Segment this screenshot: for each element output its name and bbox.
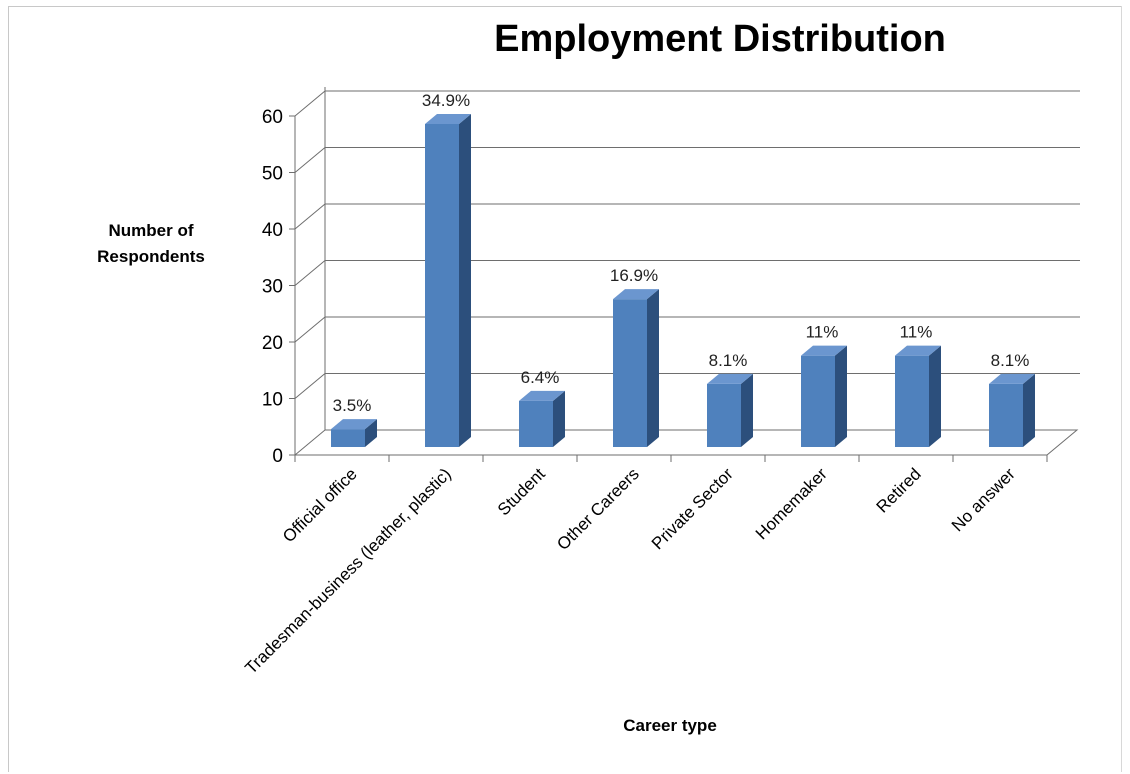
bar-side bbox=[1023, 373, 1035, 447]
bar bbox=[707, 373, 753, 447]
bar-side bbox=[835, 345, 847, 447]
bar bbox=[895, 345, 941, 447]
gridline bbox=[294, 203, 1080, 230]
bar-top bbox=[331, 419, 377, 430]
bar bbox=[425, 114, 471, 447]
data-labels: 3.5% 34.9% 6.4% 16.9% 8.1% 11% 11% 8.1% bbox=[333, 91, 1030, 415]
bar-front bbox=[895, 355, 929, 447]
gridlines bbox=[294, 90, 1080, 399]
chart-floor bbox=[293, 429, 1079, 456]
y-tick-label: 40 bbox=[262, 220, 283, 241]
bar bbox=[519, 390, 565, 447]
data-label: 11% bbox=[900, 323, 933, 342]
bar-front bbox=[519, 400, 553, 447]
bar bbox=[613, 289, 659, 447]
bar-top bbox=[613, 289, 659, 300]
x-tick-label: Tradesman-business (leather, plastic) bbox=[241, 464, 454, 677]
y-tick-label: 20 bbox=[262, 333, 283, 354]
data-label: 3.5% bbox=[333, 396, 372, 415]
chart-title: Employment Distribution bbox=[494, 18, 946, 60]
bar bbox=[989, 373, 1035, 447]
bar-side bbox=[741, 373, 753, 447]
y-tick-label: 0 bbox=[272, 446, 283, 467]
bar-top bbox=[989, 373, 1035, 384]
y-axis-title: Number of Respondents bbox=[97, 221, 205, 266]
bar-side bbox=[365, 419, 377, 447]
gridline bbox=[294, 373, 1080, 399]
bar-top bbox=[895, 345, 941, 356]
data-label: 11% bbox=[806, 323, 839, 342]
bar-top bbox=[801, 345, 847, 356]
bar-side bbox=[647, 289, 659, 447]
x-tick-label: Other Careers bbox=[553, 464, 643, 554]
bar-side bbox=[929, 345, 941, 447]
bar-front bbox=[331, 429, 365, 447]
bar bbox=[331, 419, 377, 447]
data-label: 8.1% bbox=[991, 351, 1030, 370]
x-tick-label: Student bbox=[494, 464, 549, 519]
gridline bbox=[294, 260, 1080, 286]
x-tick-label: Official office bbox=[279, 464, 361, 546]
bar-front bbox=[425, 124, 459, 447]
y-tick-label: 50 bbox=[262, 164, 283, 185]
x-tick-label: Homemaker bbox=[752, 464, 831, 543]
x-axis-title: Career type bbox=[623, 716, 717, 735]
bar-top bbox=[519, 390, 565, 401]
gridline bbox=[294, 316, 1080, 343]
frame-border-left bbox=[8, 6, 9, 772]
y-tick-label: 10 bbox=[262, 390, 283, 411]
data-label: 8.1% bbox=[709, 351, 748, 370]
chart-walls bbox=[293, 87, 1079, 456]
frame-border-right bbox=[1121, 6, 1122, 772]
bar-front bbox=[707, 383, 741, 447]
x-tick-label: Private Sector bbox=[648, 464, 737, 553]
gridline bbox=[294, 147, 1080, 173]
data-label: 6.4% bbox=[521, 368, 560, 387]
bar-top bbox=[707, 373, 753, 384]
bar-front bbox=[613, 299, 647, 447]
bar-front bbox=[801, 355, 835, 447]
y-tick-label: 60 bbox=[262, 107, 283, 128]
data-label: 34.9% bbox=[422, 91, 470, 110]
bar-side bbox=[553, 390, 565, 447]
frame-border-top bbox=[8, 6, 1122, 7]
bar-top bbox=[425, 114, 471, 124]
bar-front bbox=[989, 383, 1023, 447]
x-tick-label: Retired bbox=[873, 464, 925, 516]
y-tick-label: 30 bbox=[262, 277, 283, 298]
bar bbox=[801, 345, 847, 447]
bar-side bbox=[459, 114, 471, 447]
bars bbox=[331, 114, 1035, 447]
x-tick-label: No answer bbox=[948, 464, 1019, 535]
gridline bbox=[294, 90, 1080, 117]
data-label: 16.9% bbox=[610, 266, 658, 285]
y-axis-ticks: 0 10 20 30 40 50 60 bbox=[262, 107, 295, 467]
